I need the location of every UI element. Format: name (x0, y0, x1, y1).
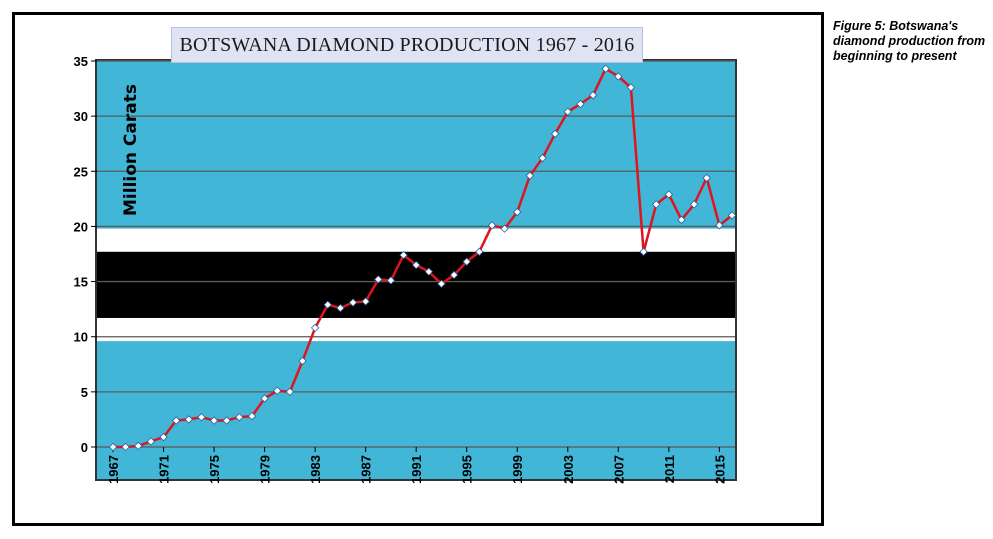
data-point (310, 323, 320, 333)
data-point (677, 215, 686, 224)
data-point (437, 279, 446, 288)
data-point (399, 250, 408, 260)
data-point (563, 107, 572, 116)
data-point (298, 356, 307, 366)
data-point (513, 207, 522, 217)
y-axis-ticks: 0 5 10 15 20 25 30 35 (74, 54, 97, 455)
data-point (273, 386, 282, 395)
x-tick-label: 2003 (561, 455, 576, 484)
data-point (184, 415, 193, 424)
flag-blue-bottom (97, 447, 735, 479)
data-point (323, 300, 332, 309)
data-point (260, 394, 269, 403)
data-point (171, 416, 181, 425)
data-point (525, 171, 535, 180)
x-axis-ticks: 1967 1971 1975 1979 1983 1987 1991 1995 1999 2003… (106, 447, 727, 484)
data-point (626, 83, 636, 92)
y-tick-label: 0 (81, 440, 88, 455)
data-point (639, 247, 648, 256)
data-point (197, 413, 206, 422)
data-point (702, 173, 711, 183)
x-tick-label: 1995 (460, 455, 475, 484)
data-point (374, 275, 383, 284)
y-tick-label: 10 (74, 330, 88, 345)
data-point (108, 442, 118, 452)
x-tick-label: 2015 (712, 455, 727, 484)
data-point (222, 416, 231, 425)
data-point (361, 297, 370, 306)
x-tick-label: 1983 (308, 455, 323, 484)
data-point (588, 91, 598, 100)
data-point (159, 432, 168, 442)
data-point (235, 413, 244, 422)
y-tick-label: 35 (74, 54, 88, 69)
flag-background (95, 59, 737, 481)
y-tick-label: 30 (74, 109, 88, 124)
data-point (336, 303, 345, 313)
x-tick-label: 1975 (207, 455, 222, 484)
y-axis-label: Million Carats (121, 84, 141, 216)
data-point (550, 129, 560, 138)
data-point (727, 211, 737, 220)
data-point (475, 247, 484, 256)
data-point (601, 64, 610, 73)
data-point (146, 437, 156, 446)
data-point (412, 260, 421, 270)
data-point (538, 153, 547, 163)
data-point (487, 221, 497, 230)
data-point (576, 99, 585, 109)
data-point (449, 270, 459, 280)
data-point (614, 72, 623, 81)
y-tick-label: 20 (74, 219, 88, 234)
series-production (108, 64, 737, 452)
x-tick-label: 2007 (611, 455, 626, 484)
data-point (462, 257, 471, 266)
x-tick-label: 1971 (157, 455, 172, 484)
x-tick-label: 1999 (510, 455, 525, 484)
data-point (247, 411, 257, 421)
data-point (689, 200, 699, 209)
x-tick-label: 2011 (662, 455, 677, 483)
y-tick-label: 15 (74, 275, 88, 290)
data-point (386, 276, 396, 285)
data-point (424, 267, 433, 276)
x-tick-label: 1991 (409, 455, 424, 484)
data-point (285, 387, 295, 397)
data-point (121, 442, 130, 452)
y-tick-label: 25 (74, 164, 88, 179)
y-tick-label: 5 (81, 385, 88, 400)
figure-caption: Figure 5: Botswana's diamond production … (833, 19, 986, 63)
data-point (134, 441, 143, 451)
x-tick-label: 1967 (106, 455, 121, 484)
x-tick-label: 1987 (359, 455, 374, 484)
data-point (715, 221, 724, 230)
data-point (652, 200, 661, 209)
chart-title: BOTSWANA DIAMOND PRODUCTION 1967 - 2016 (171, 27, 643, 63)
x-tick-label: 1979 (258, 455, 273, 484)
data-point (209, 416, 219, 425)
data-point (500, 224, 509, 233)
data-point (664, 190, 674, 199)
data-point (348, 298, 358, 307)
